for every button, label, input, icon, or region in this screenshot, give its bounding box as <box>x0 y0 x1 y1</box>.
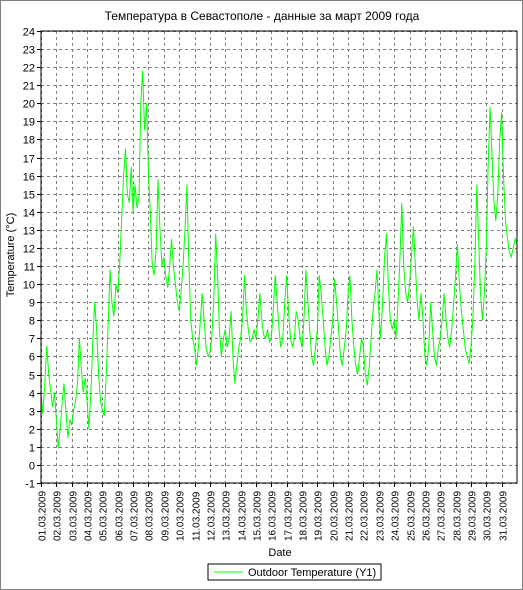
y-tick-label: 0 <box>29 461 35 473</box>
x-tick-label: 29.03.2009 <box>468 491 479 541</box>
y-tick-label: 24 <box>23 27 35 39</box>
y-tick-label: 5 <box>29 371 35 383</box>
y-tick-label: 16 <box>23 172 35 184</box>
y-tick-label: 22 <box>23 63 35 75</box>
y-tick-label: 23 <box>23 45 35 57</box>
x-tick-label: 05.03.2009 <box>99 491 110 541</box>
x-tick-label: 17.03.2009 <box>284 491 295 541</box>
legend-label: Outdoor Temperature (Y1) <box>248 567 376 579</box>
x-tick-label: 09.03.2009 <box>161 491 172 541</box>
y-tick-label: 3 <box>29 407 35 419</box>
y-tick-label: 15 <box>23 190 35 202</box>
y-tick-label: -1 <box>25 479 35 491</box>
x-tick-label: 12.03.2009 <box>207 491 218 541</box>
x-tick-label: 26.03.2009 <box>422 491 433 541</box>
y-tick-label: 10 <box>23 280 35 292</box>
legend: Outdoor Temperature (Y1) <box>207 563 382 581</box>
x-tick-label: 10.03.2009 <box>176 491 187 541</box>
y-tick-label: 18 <box>23 135 35 147</box>
x-tick-label: 02.03.2009 <box>53 491 64 541</box>
plot-background <box>40 30 518 484</box>
y-tick-label: 4 <box>29 389 35 401</box>
y-tick-label: 6 <box>29 352 35 364</box>
y-tick-label: 2 <box>29 425 35 437</box>
x-tick-label: 27.03.2009 <box>437 491 448 541</box>
x-tick-label: 28.03.2009 <box>453 491 464 541</box>
y-tick-label: 8 <box>29 316 35 328</box>
y-tick-label: 12 <box>23 244 35 256</box>
x-tick-label: 08.03.2009 <box>145 491 156 541</box>
x-tick-label: 23.03.2009 <box>376 491 387 541</box>
x-tick-label: 16.03.2009 <box>268 491 279 541</box>
plot-area: -101234567891011121314151617181920212223… <box>23 27 518 541</box>
x-tick-label: 13.03.2009 <box>222 491 233 541</box>
y-axis-label: Temperature (°C) <box>5 213 17 297</box>
y-tick-label: 9 <box>29 298 35 310</box>
y-tick-label: 20 <box>23 99 35 111</box>
y-tick-label: 11 <box>24 262 35 274</box>
y-tick-label: 21 <box>23 81 35 93</box>
plot-border <box>40 30 518 484</box>
x-tick-label: 15.03.2009 <box>253 491 264 541</box>
x-tick-label: 04.03.2009 <box>84 491 95 541</box>
y-tick-label: 1 <box>29 443 35 455</box>
x-tick-label: 31.03.2009 <box>499 491 510 541</box>
legend-box <box>207 563 382 581</box>
series-line-outdoor-temperature <box>40 70 518 449</box>
x-tick-label: 03.03.2009 <box>69 491 80 541</box>
y-tick-label: 19 <box>23 117 35 129</box>
x-tick-label: 06.03.2009 <box>115 491 126 541</box>
chart-title: Температура в Севастополе - данные за ма… <box>105 9 420 23</box>
x-tick-label: 07.03.2009 <box>130 491 141 541</box>
x-tick-label: 14.03.2009 <box>238 491 249 541</box>
x-tick-label: 21.03.2009 <box>345 491 356 541</box>
x-axis-label: Date <box>268 547 291 559</box>
x-tick-label: 19.03.2009 <box>314 491 325 541</box>
y-tick-label: 7 <box>29 334 35 346</box>
y-tick-label: 14 <box>23 208 35 220</box>
x-tick-label: 30.03.2009 <box>483 491 494 541</box>
x-tick-label: 20.03.2009 <box>330 491 341 541</box>
x-tick-label: 22.03.2009 <box>360 491 371 541</box>
x-tick-label: 24.03.2009 <box>391 491 402 541</box>
y-tick-label: 17 <box>23 154 35 166</box>
x-tick-label: 01.03.2009 <box>38 491 49 541</box>
y-tick-label: 13 <box>23 226 35 238</box>
x-tick-label: 18.03.2009 <box>299 491 310 541</box>
x-tick-label: 11.03.2009 <box>192 491 203 541</box>
x-tick-label: 25.03.2009 <box>407 491 418 541</box>
